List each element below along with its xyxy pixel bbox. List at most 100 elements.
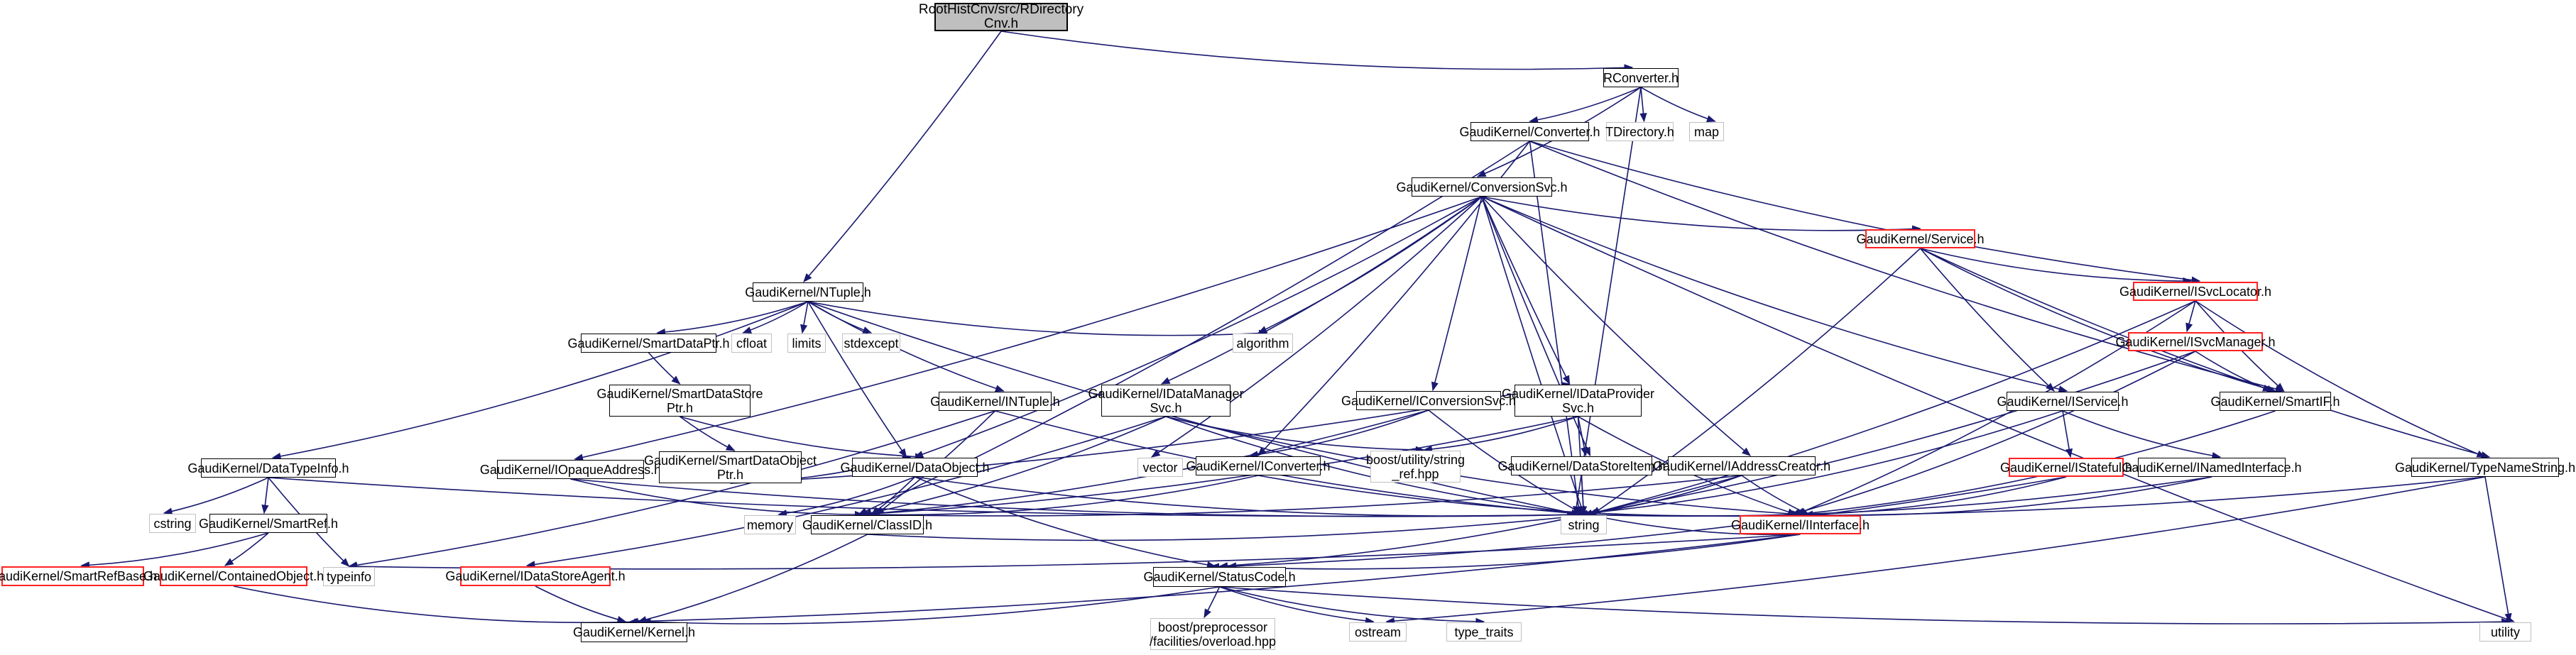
edge-root-rconverter (1000, 31, 1634, 72)
edge-conversionsvc-idataprovidersvc (1481, 196, 1571, 385)
edge-typenamestring-utility (2484, 476, 2512, 623)
edge-idataprovidersvc-classid (858, 416, 1578, 518)
edge-dataobject-classid (871, 476, 916, 515)
node-typetraits: type_traits (1446, 622, 1522, 642)
node-memory: memory (744, 515, 796, 534)
node-smartrefbase[interactable]: GaudiKernel/SmartRefBase.h (0, 566, 157, 586)
node-iinterface[interactable]: GaudiKernel/IInterface.h (1731, 515, 1870, 534)
node-smartdataptr[interactable]: GaudiKernel/SmartDataPtr.h (567, 334, 730, 353)
edge-service-typenamestring (1920, 248, 2491, 458)
node-idataprovidersvc[interactable]: GaudiKernel/IDataProvider Svc.h (1502, 385, 1654, 417)
node-isvcmanager[interactable]: GaudiKernel/ISvcManager.h (2115, 332, 2276, 351)
node-intuple[interactable]: GaudiKernel/INTuple.h (930, 392, 1060, 411)
node-boostoverload: boost/preprocessor /facilities/overload.… (1150, 618, 1276, 650)
edge-converter-isvclocator (1529, 141, 2201, 284)
edge-idatamanagersvc-classid (862, 416, 1167, 517)
edge-statuscode-boostoverload (1204, 586, 1221, 619)
edge-smartref-containedobject (224, 532, 269, 566)
edge-ntuple-intuple (807, 301, 1005, 392)
node-smartdataobjectptr[interactable]: GaudiKernel/SmartDataObject Ptr.h (644, 451, 817, 483)
node-smartdatastoreptr[interactable]: GaudiKernel/SmartDataStore Ptr.h (596, 385, 763, 417)
edge-conversionsvc-iopaqueaddress (574, 196, 1483, 461)
edge-intuple-typeinfo (348, 410, 995, 569)
edge-service-isvclocator (1920, 248, 2193, 285)
node-iaddresscreator[interactable]: GaudiKernel/IAddressCreator.h (1653, 456, 1830, 475)
node-service[interactable]: GaudiKernel/Service.h (1856, 229, 1985, 248)
edge-service-smartif (1920, 248, 2276, 392)
edge-idatamanagersvc-stringref (1165, 416, 1425, 454)
edge-smartdatastoreptr-dataobject (680, 416, 924, 461)
node-conversionsvc[interactable]: GaudiKernel/ConversionSvc.h (1396, 177, 1568, 197)
node-vector: vector (1137, 458, 1183, 477)
node-string: string (1561, 515, 1607, 534)
node-typenamestring[interactable]: GaudiKernel/TypeNameString.h (2395, 458, 2575, 477)
node-converter[interactable]: GaudiKernel/Converter.h (1459, 122, 1600, 141)
edge-iinterface-typeinfo (348, 534, 1801, 571)
edge-isvclocator-string (1587, 300, 2196, 517)
edge-datatypeinfo-string (268, 477, 1589, 519)
node-statuscode[interactable]: GaudiKernel/StatusCode.h (1143, 567, 1296, 587)
node-smartif[interactable]: GaudiKernel/SmartIF.h (2210, 392, 2340, 411)
edge-iconversionsvc-string (1428, 409, 1585, 515)
edge-iconverter-classid (871, 475, 1259, 519)
node-smartref[interactable]: GaudiKernel/SmartRef.h (199, 514, 338, 533)
edge-iinterface-string (1587, 512, 1801, 536)
node-classid[interactable]: GaudiKernel/ClassID.h (802, 515, 932, 534)
node-datastoreitem[interactable]: GaudiKernel/DataStoreItem.h (1497, 456, 1666, 475)
node-idatamanagersvc[interactable]: GaudiKernel/IDataManager Svc.h (1088, 385, 1244, 417)
edge-isvcmanager-string (1583, 351, 2196, 517)
node-ntuple[interactable]: GaudiKernel/NTuple.h (745, 282, 871, 302)
edge-dataobject-statuscode (915, 476, 1216, 569)
edge-istateful-statuscode (1227, 476, 2067, 570)
node-iconverter[interactable]: GaudiKernel/IConverter.h (1186, 456, 1331, 475)
node-idatastoreagent[interactable]: GaudiKernel/IDataStoreAgent.h (445, 566, 626, 586)
edge-typenamestring-string (1583, 476, 2486, 519)
node-iopaqueaddress[interactable]: GaudiKernel/IOpaqueAddress.h (480, 460, 661, 479)
edge-inamedinterface-iinterface (1791, 476, 2212, 519)
edge-service-iservice (1919, 248, 2055, 392)
edge-isvcmanager-smartif (2195, 351, 2272, 392)
node-rconverter[interactable]: RConverter.h (1603, 68, 1679, 87)
edge-ntuple-dataobject (807, 301, 907, 458)
node-cstring: cstring (149, 514, 196, 533)
node-cfloat: cfloat (731, 334, 772, 353)
edge-conversionsvc-iservice (1481, 196, 2068, 393)
node-ostream: ostream (1349, 622, 1407, 642)
node-iconversionsvc[interactable]: GaudiKernel/IConversionSvc.h (1341, 391, 1516, 410)
edge-ntuple-cfloat (742, 301, 809, 334)
edge-ntuple-string (807, 301, 1581, 517)
edge-ntuple-limits (800, 301, 809, 334)
node-datatypeinfo[interactable]: GaudiKernel/DataTypeInfo.h (187, 458, 349, 478)
node-typeinfo: typeinfo (323, 567, 375, 586)
node-kernel[interactable]: GaudiKernel/Kernel.h (573, 622, 695, 642)
edge-classid-string (867, 512, 1593, 541)
node-isvclocator[interactable]: GaudiKernel/ISvcLocator.h (2119, 282, 2271, 301)
node-tdirectory: TDirectory.h (1605, 122, 1674, 141)
edge-iaddresscreator-classid (858, 475, 1742, 519)
edge-iopaqueaddress-classid (570, 478, 864, 519)
edge-conversionsvc-datastoreitem (1481, 196, 1591, 457)
edge-ntuple-smartdataptr (656, 301, 809, 336)
node-stringref: boost/utility/string _ref.hpp (1366, 451, 1465, 483)
node-istateful[interactable]: GaudiKernel/IStateful.h (2000, 458, 2132, 477)
edge-rconverter-tdirectory (1639, 87, 1647, 123)
edge-isvcmanager-iinterface (1791, 351, 2196, 516)
edge-isvclocator-typenamestring (2195, 300, 2487, 458)
node-dataobject[interactable]: GaudiKernel/DataObject.h (840, 458, 990, 477)
node-map: map (1689, 122, 1724, 141)
edge-ntuple-algorithm (807, 301, 1268, 337)
node-inamedinterface[interactable]: GaudiKernel/INamedInterface.h (2122, 458, 2302, 477)
edge-converter-smartif (1529, 141, 2285, 393)
edge-iservice-string (1574, 410, 2063, 517)
node-containedobject[interactable]: GaudiKernel/ContainedObject.h (143, 566, 324, 586)
edge-iinterface-statuscode (1210, 534, 1801, 571)
edge-conversionsvc-algorithm (1257, 196, 1483, 334)
edge-conversionsvc-iaddresscreator (1481, 196, 1751, 456)
edge-conversionsvc-dataobject (914, 196, 1483, 458)
edge-smartref-smartrefbase (80, 532, 269, 569)
edge-conversionsvc-vector (1150, 196, 1483, 458)
node-iservice[interactable]: GaudiKernel/IService.h (1997, 392, 2129, 411)
edge-classid-kernel (637, 534, 868, 624)
